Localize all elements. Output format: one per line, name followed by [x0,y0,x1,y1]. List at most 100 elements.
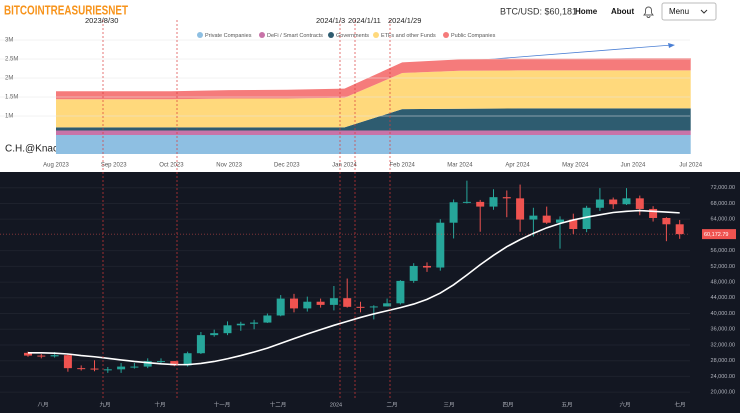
candle-body [77,368,86,370]
nav-link[interactable]: About [611,7,634,16]
x-tick-label: Jun 2024 [621,163,646,169]
arrow-head [668,43,675,48]
x-tick-label: Mar 2024 [447,163,473,169]
legend-label: Governments [336,33,369,39]
candle-body [649,208,658,218]
candle-body [476,201,485,207]
x-tick-label: 八月 [37,401,48,408]
candle-body [90,368,99,370]
candle-body [622,198,631,205]
candle-body [196,335,205,354]
y-tick-label: 3M [5,38,13,44]
y-tick-label: 56,000.00 [711,248,735,254]
candle-body [103,369,112,371]
candle-body [423,265,431,268]
x-tick-label: 十月 [154,400,165,408]
menu-button[interactable] [661,2,717,21]
menu-label[interactable]: Menu [669,7,689,16]
candle-body [223,325,232,334]
area [56,108,691,131]
area [56,130,691,135]
candle-body [263,315,272,323]
candle-body [276,298,285,316]
bell-icon[interactable] [643,6,654,18]
event-label: 2024/1/29 [388,16,421,25]
area [56,70,691,128]
candle-body [50,355,59,357]
logo[interactable]: BITCOINTREASURIESNET [4,2,128,17]
legend-label: Private Companies [205,33,252,39]
price-label: 60,172.79 [704,232,728,238]
price-ticker: BTC/USD: $60,181 [500,6,577,16]
x-tick-label: 五月 [561,401,572,408]
x-tick-label: 七月 [674,400,685,408]
y-tick-label: 40,000.00 [711,311,735,317]
candle-body [236,323,245,326]
candle-body [516,198,525,220]
candle-body [290,298,298,309]
candle-body [436,222,445,268]
y-tick-label: 36,000.00 [711,327,735,333]
event-label: 2024/1/11 [348,16,381,25]
x-tick-label: Nov 2023 [216,163,242,169]
candle-body [396,280,405,304]
y-tick-label: 2.5M [5,57,18,63]
y-tick-label: 24,000.00 [711,374,735,380]
y-tick-label: 2M [5,76,13,82]
candle-body [675,224,684,235]
bell-shape [643,6,654,18]
candle-body [130,366,139,368]
nav-link[interactable]: Home [575,7,598,16]
area [56,58,691,100]
candle-body [143,361,152,367]
candle-body [502,197,511,199]
y-tick-label: 1M [5,114,13,120]
x-tick-label: Jan 2024 [332,163,357,169]
candle-body [210,333,219,336]
event-label: 2023/8/30 [85,16,118,25]
candle-body [595,199,604,208]
y-tick-label: 20,000.00 [711,390,735,396]
x-tick-label: 三月 [443,401,454,408]
candle-body [63,355,72,369]
candle-body [449,202,458,223]
y-tick-label: 48,000.00 [711,280,735,286]
x-tick-label: 六月 [619,400,630,408]
candle-body [383,303,392,307]
candle-body [356,306,365,308]
candle-body [250,322,259,324]
candle-body [157,361,165,363]
candle-body [303,301,312,309]
x-tick-label: Feb 2024 [390,163,416,169]
x-tick-label: 九月 [99,400,110,408]
candle-body [542,215,551,223]
y-tick-label: 1.5M [5,95,18,101]
event-label: 2024/1/3 [316,16,345,25]
legend-label: ETFs and other Funds [381,33,436,39]
x-tick-label: 四月 [502,401,513,408]
candle-body [170,361,179,366]
y-tick-label: 44,000.00 [711,295,735,301]
candle-body [343,298,352,307]
candle-body [409,265,418,281]
price-box [702,229,736,240]
candle-body [609,199,618,205]
y-tick-label: 32,000.00 [711,342,735,348]
x-tick-label: Aug 2023 [43,163,69,169]
x-tick-label: Apr 2024 [505,163,530,169]
y-tick-label: 64,000.00 [711,217,735,223]
candle-body [489,197,498,207]
legend-swatch [328,32,334,38]
chevron [700,9,708,14]
area [56,135,691,154]
candle-body [183,353,192,366]
candle-body [316,301,325,305]
candle-body [24,352,32,356]
candle-body [117,366,126,370]
y-tick-label: 68,000.00 [711,201,735,207]
candle-body [582,207,591,229]
legend-swatch [443,32,449,38]
x-tick-label: Jul 2024 [679,163,702,169]
